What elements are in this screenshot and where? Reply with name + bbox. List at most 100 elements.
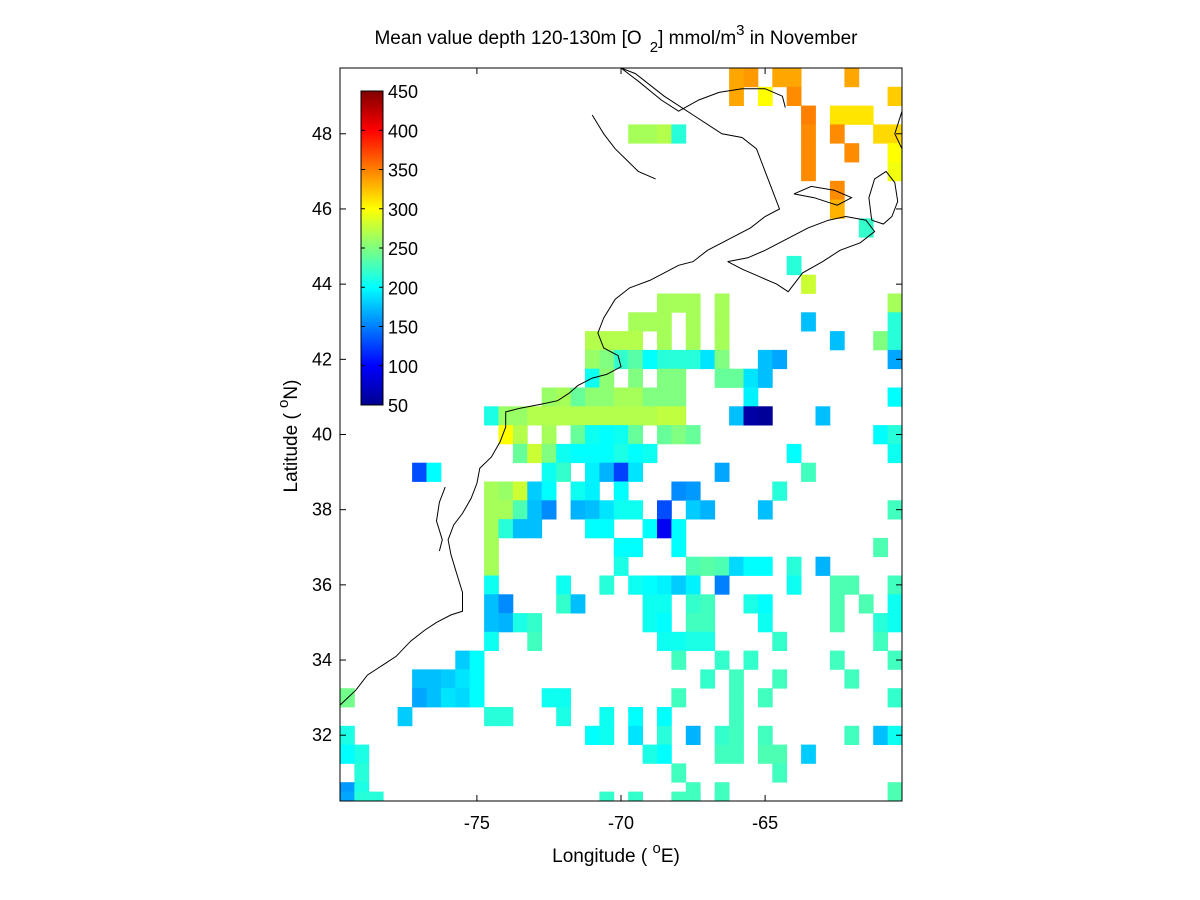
- heatmap-cell: [815, 406, 831, 426]
- y-tick-label: 40: [312, 425, 332, 445]
- colorbar-ticks: 50 100 150 200 250 300 350 400 450: [361, 82, 418, 416]
- heatmap-cell: [613, 387, 629, 407]
- heatmap-cell: [628, 331, 643, 351]
- heatmap-cell: [628, 537, 643, 558]
- heatmap-cell: [657, 368, 672, 388]
- heatmap-cell: [829, 180, 845, 200]
- heatmap-cell: [585, 387, 600, 407]
- heatmap-cell: [484, 707, 499, 727]
- heatmap-cell: [829, 650, 845, 670]
- heatmap-cell: [484, 594, 499, 614]
- heatmap-cell: [772, 763, 788, 783]
- heatmap-cell: [887, 312, 902, 332]
- heatmap-cell: [484, 406, 499, 426]
- heatmap-cell: [757, 368, 773, 388]
- heatmap-cell: [657, 406, 672, 426]
- y-tick-label: 44: [312, 274, 332, 294]
- heatmap-cell: [757, 744, 773, 764]
- heatmap-cell: [412, 669, 427, 689]
- heatmap-cell: [642, 406, 658, 426]
- heatmap-cell: [613, 537, 629, 558]
- heatmap-cell: [440, 669, 456, 689]
- heatmap-cell: [714, 556, 730, 576]
- heatmap-cell: [354, 744, 370, 764]
- heatmap-cell: [887, 725, 902, 745]
- heatmap-cell: [858, 594, 874, 614]
- heatmap-cell: [498, 425, 514, 445]
- heatmap-cell: [599, 519, 615, 539]
- heatmap-cell: [657, 387, 672, 407]
- heatmap-cell: [714, 791, 730, 801]
- heatmap-cell: [786, 443, 802, 464]
- heatmap-cell: [829, 613, 845, 633]
- heatmap-cell: [772, 481, 788, 501]
- heatmap-cell: [642, 443, 658, 464]
- heatmap-cell: [570, 481, 586, 501]
- heatmap-cell: [570, 594, 586, 614]
- heatmap-cell: [685, 613, 701, 633]
- heatmap-cell: [498, 481, 514, 501]
- heatmap-cell: [815, 556, 831, 576]
- heatmap-cell: [685, 293, 701, 313]
- heatmap-cell: [887, 162, 902, 182]
- heatmap-cell: [642, 519, 658, 539]
- heatmap-cell: [657, 293, 672, 313]
- heatmap-cell: [671, 519, 687, 539]
- heatmap-cell: [657, 744, 672, 764]
- heatmap-cell: [729, 406, 744, 426]
- heatmap-cell: [873, 613, 888, 633]
- heatmap-cell: [657, 575, 672, 595]
- chart-title: Mean value depth 120-130m [O 2] mmol/m3 i…: [374, 22, 858, 56]
- heatmap-cell: [729, 725, 744, 745]
- heatmap-cell: [887, 86, 902, 106]
- heatmap-cell: [714, 462, 730, 482]
- heatmap-cell: [729, 744, 744, 764]
- heatmap-cell: [671, 631, 687, 651]
- heatmap-cell: [541, 688, 557, 708]
- heatmap-cell: [743, 406, 759, 426]
- heatmap-cell: [685, 331, 701, 351]
- heatmap-cell: [484, 519, 499, 539]
- heatmap-cell: [801, 162, 816, 182]
- coastline: [340, 68, 781, 706]
- heatmap-cell: [498, 613, 514, 633]
- heatmap-cell: [512, 443, 528, 464]
- heatmap-cell: [671, 425, 687, 445]
- heatmap-cell: [455, 650, 471, 670]
- heatmap-cell: [786, 68, 802, 88]
- heatmap-cell: [440, 688, 456, 708]
- heatmap-cell: [657, 707, 672, 727]
- heatmap-cell: [887, 575, 902, 595]
- heatmap-cell: [714, 650, 730, 670]
- heatmap-cell: [743, 650, 759, 670]
- heatmap-cell: [628, 500, 643, 520]
- x-axis: -75 -70 -65: [464, 68, 778, 833]
- heatmap-cell: [340, 791, 355, 801]
- heatmap-cell: [671, 763, 687, 783]
- coastline-layer: [340, 68, 902, 706]
- heatmap-cell: [599, 368, 615, 388]
- heatmap-cell: [599, 331, 615, 351]
- heatmap-cell: [858, 105, 874, 125]
- heatmap-cell: [599, 725, 615, 745]
- heatmap-cell: [829, 594, 845, 614]
- heatmap-cell: [657, 725, 672, 745]
- heatmap-cell: [772, 669, 788, 689]
- heatmap-cell: [527, 519, 543, 539]
- heatmap-cell: [585, 425, 600, 445]
- heatmap-cell: [671, 650, 687, 670]
- heatmap-cell: [613, 443, 629, 464]
- heatmap-cell: [801, 143, 816, 163]
- heatmap-cell: [657, 519, 672, 539]
- heatmap-cell: [585, 500, 600, 520]
- heatmap-cell: [340, 725, 355, 745]
- y-tick-label: 34: [312, 650, 332, 670]
- heatmap-cell: [714, 575, 730, 595]
- heatmap-cell: [527, 613, 543, 633]
- heatmap-cell: [527, 406, 543, 426]
- heatmap-cell: [512, 425, 528, 445]
- heatmap-cell: [570, 387, 586, 407]
- heatmap-cell: [599, 462, 615, 482]
- heatmap-cell: [844, 105, 860, 125]
- heatmap-cell: [757, 688, 773, 708]
